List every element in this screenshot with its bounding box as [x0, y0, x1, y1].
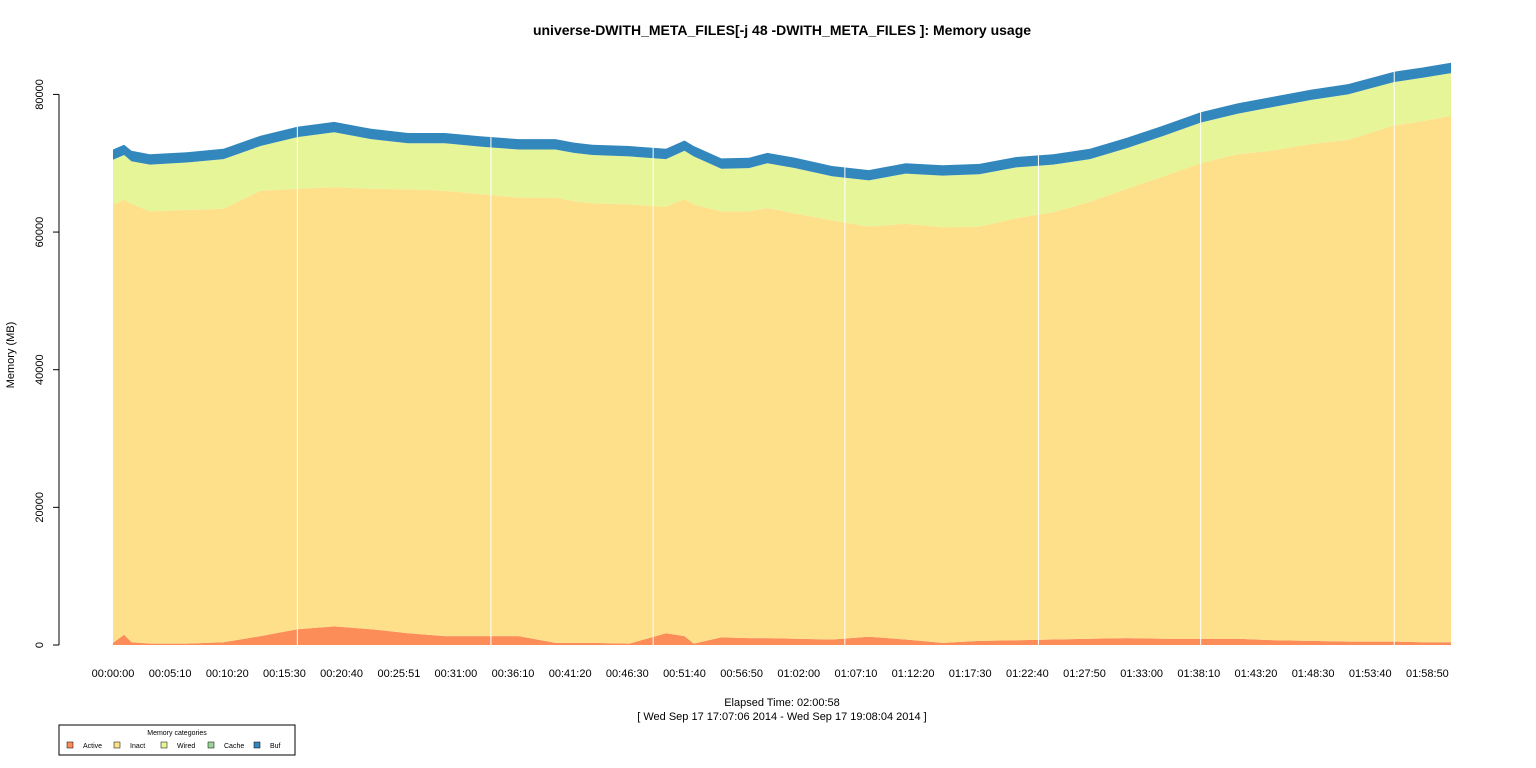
x-axis-sublabel: [ Wed Sep 17 17:07:06 2014 - Wed Sep 17 … — [637, 711, 926, 723]
y-axis: 0 20000 40000 60000 80000 — [34, 79, 60, 648]
x-tick-label: 00:56:50 — [720, 668, 763, 680]
y-tick-label: 60000 — [34, 217, 46, 248]
area-wired — [113, 73, 1451, 228]
x-tick-label: 00:25:51 — [378, 668, 421, 680]
x-tick-label: 01:48:30 — [1292, 668, 1335, 680]
x-tick-label: 01:43:20 — [1235, 668, 1278, 680]
x-tick-label: 01:12:20 — [892, 668, 935, 680]
stacked-areas — [113, 62, 1451, 645]
y-tick-label: 80000 — [34, 79, 46, 110]
legend-swatch-inact — [113, 741, 121, 749]
x-tick-label: 01:02:00 — [777, 668, 820, 680]
x-tick-label: 01:22:40 — [1006, 668, 1049, 680]
legend: Memory categories Active Inact Wired Cache B… — [58, 724, 296, 756]
legend-label-cache: Cache — [224, 743, 244, 750]
x-tick-label: 01:17:30 — [949, 668, 992, 680]
x-tick-label: 00:10:20 — [206, 668, 249, 680]
legend-swatch-buf — [253, 741, 261, 749]
x-tick-label: 00:00:00 — [92, 668, 135, 680]
x-tick-label: 00:20:40 — [320, 668, 363, 680]
legend-items: Active Inact Wired Cache Buf — [66, 741, 281, 750]
x-tick-label: 01:27:50 — [1063, 668, 1106, 680]
x-tick-label: 01:38:10 — [1177, 668, 1220, 680]
area-active — [113, 626, 1451, 645]
x-tick-label: 00:31:00 — [434, 668, 477, 680]
legend-label-buf: Buf — [270, 743, 281, 750]
x-tick-label: 01:58:50 — [1406, 668, 1449, 680]
x-tick-label: 01:53:40 — [1349, 668, 1392, 680]
area-buf — [113, 62, 1451, 181]
y-tick-label: 0 — [34, 642, 46, 648]
y-axis-label: Memory (MB) — [5, 322, 17, 389]
y-tick-label: 20000 — [34, 492, 46, 523]
legend-swatch-active — [66, 741, 74, 749]
legend-swatch-wired — [160, 741, 168, 749]
area-inact — [113, 115, 1451, 644]
legend-label-inact: Inact — [130, 743, 145, 750]
x-tick-label: 00:46:30 — [606, 668, 649, 680]
x-tick-label: 00:51:40 — [663, 668, 706, 680]
x-tick-label: 01:07:10 — [835, 668, 878, 680]
x-tick-label: 01:33:00 — [1120, 668, 1163, 680]
legend-title: Memory categories — [147, 730, 207, 737]
x-tick-label: 00:15:30 — [263, 668, 306, 680]
legend-box — [58, 724, 296, 756]
legend-swatch-cache — [207, 741, 215, 749]
x-tick-label: 00:36:10 — [492, 668, 535, 680]
legend-label-active: Active — [83, 743, 102, 750]
vertical-markers — [296, 60, 1395, 645]
x-tick-label: 00:05:10 — [149, 668, 192, 680]
x-axis-label: Elapsed Time: 02:00:58 — [724, 697, 840, 709]
x-tick-label: 00:41:20 — [549, 668, 592, 680]
y-tick-label: 40000 — [34, 354, 46, 385]
x-axis: 00:00:00 00:05:10 00:10:20 00:15:30 00:20:40… — [92, 668, 1449, 680]
legend-label-wired: Wired — [177, 743, 195, 750]
chart-title: universe-DWITH_META_FILES[-j 48 -DWITH_M… — [533, 22, 1031, 38]
